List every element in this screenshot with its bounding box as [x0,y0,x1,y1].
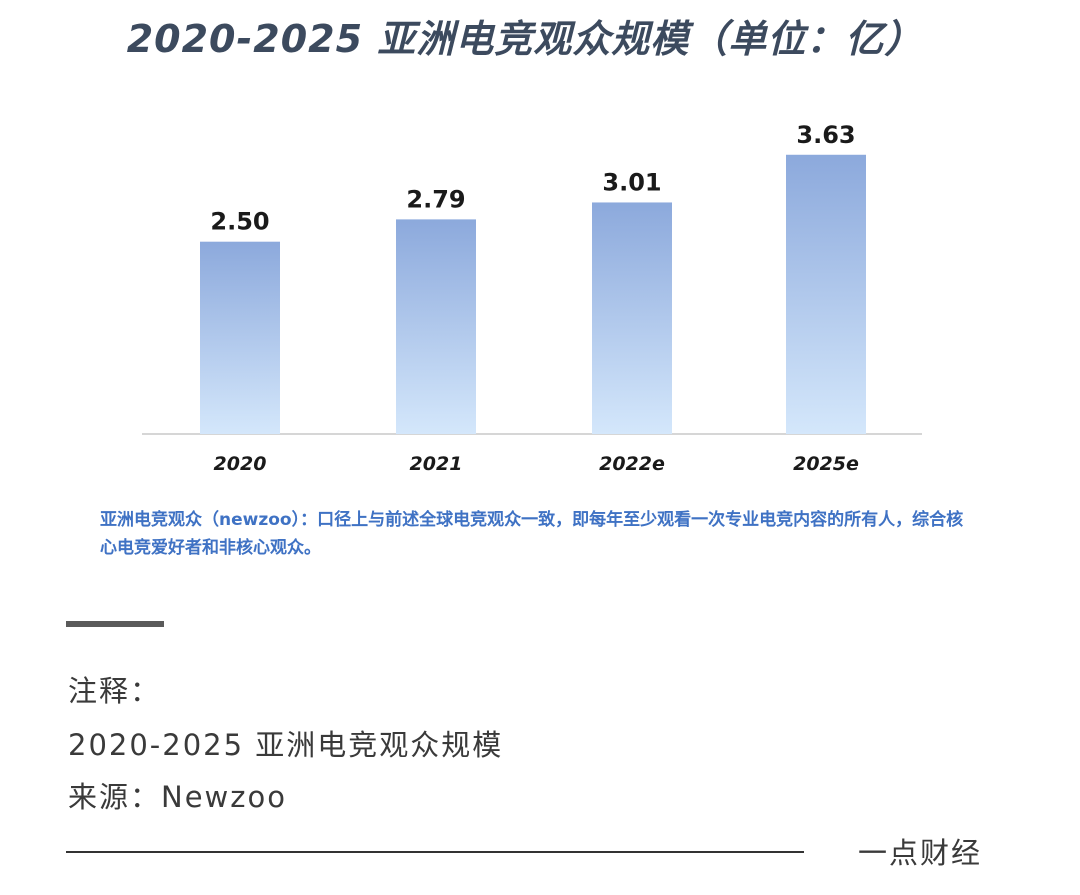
bar-2025e [786,154,866,434]
bottom-rule [66,851,804,853]
bar-chart: 2.50 2020 2.79 2021 3.01 2022e 3.63 2025e [142,121,922,475]
bar-value-label: 2.50 [210,208,269,236]
accent-line [66,621,164,627]
chart-footnote: 亚洲电竞观众（newzoo）：口径上与前述全球电竞观众一致，即每年至少观看一次专… [100,510,964,558]
bar-2022e [592,202,672,434]
x-tick-label: 2022e [599,453,665,475]
bar-2020 [200,241,280,434]
notes-source: 来源：Newzoo [68,780,287,814]
bar-2021 [396,219,476,434]
bar-value-label: 2.79 [406,185,465,213]
notes-caption: 2020-2025 亚洲电竞观众规模 [68,728,504,762]
bar-value-label: 3.63 [796,121,855,149]
notes-heading: 注释： [68,674,162,708]
x-tick-label: 2025e [793,453,859,475]
chart-title: 2020-2025 亚洲电竞观众规模（单位：亿） [126,17,924,61]
brand-name: 一点财经 [858,836,983,870]
x-tick-label: 2020 [214,453,267,475]
bar-value-label: 3.01 [602,168,661,196]
x-tick-label: 2021 [410,453,463,475]
bars-group: 2.50 2020 2.79 2021 3.01 2022e 3.63 2025e [200,121,866,475]
